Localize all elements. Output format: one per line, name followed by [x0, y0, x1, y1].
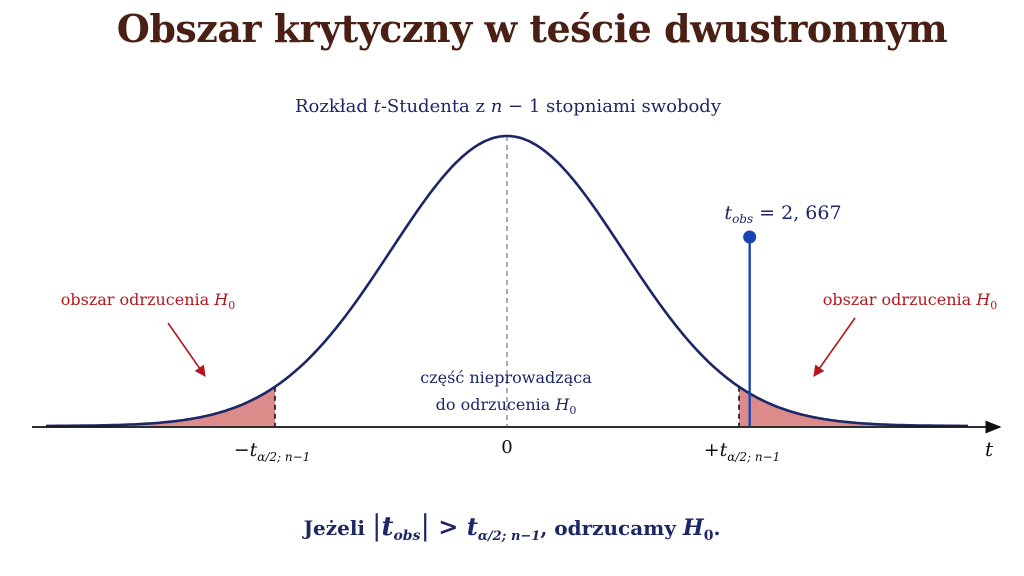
conclusion-formula: Jeżeli |tobs| > tα/2; n−1, odrzucamy H0.: [302, 509, 721, 544]
right-rejection-region: [739, 386, 968, 426]
zero-tick-label: 0: [501, 437, 512, 458]
right-region-arrow: [813, 317, 856, 377]
t-obs-point: [743, 230, 757, 244]
center-label-line2: do odrzucenia H0: [436, 395, 577, 417]
right-critical-tick-label: +tα/2; n−1: [704, 439, 781, 464]
t-distribution-curve: [46, 134, 968, 428]
x-axis-variable-label: t: [985, 437, 994, 461]
left-region-label: obszar odrzucenia H0: [61, 290, 235, 312]
left-region-arrow: [167, 322, 206, 377]
t-obs-label: tobs = 2, 667: [724, 202, 841, 226]
page-title: Obszar krytyczny w teście dwustronnym: [116, 6, 948, 51]
center-label-line1: część nieprowadząca: [420, 368, 592, 387]
subtitle: Rozkład t-Studenta z n − 1 stopniami swo…: [295, 96, 722, 117]
left-rejection-region: [46, 386, 275, 426]
svg-text:Jeżeli |tobs| > tα/2; n−1, o: Jeżeli |tobs| > tα/2; n−1, odrzucamy H0.: [302, 509, 721, 544]
right-region-label: obszar odrzucenia H0: [823, 290, 997, 312]
left-critical-tick-label: −tα/2; n−1: [234, 439, 311, 464]
